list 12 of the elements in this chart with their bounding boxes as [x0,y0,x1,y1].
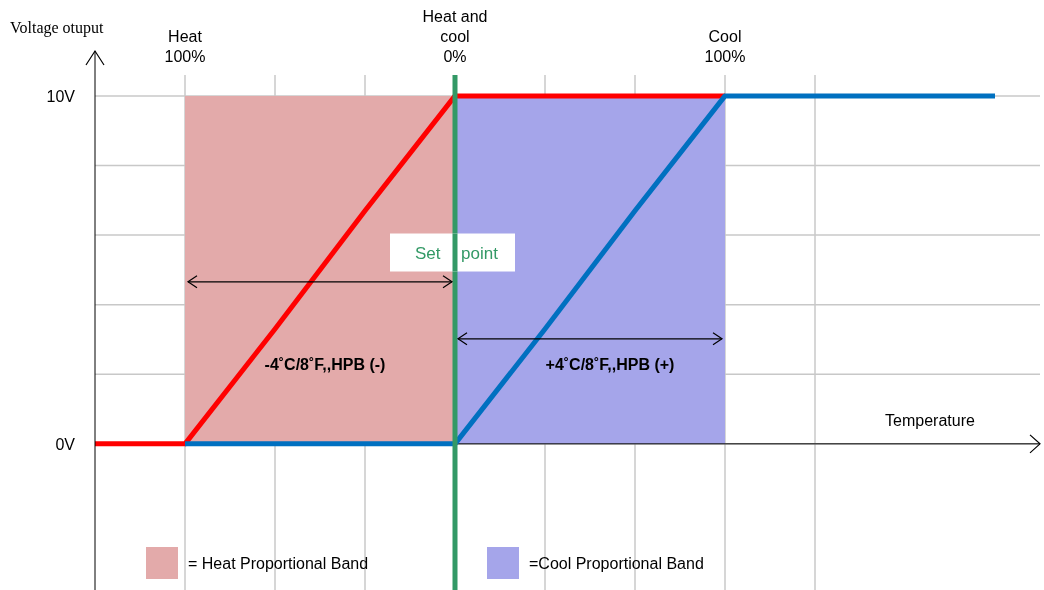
legend-label: =Cool Proportional Band [529,555,704,572]
legend-label: = Heat Proportional Band [188,555,369,572]
text: Set point [415,243,498,263]
y-tick-label: 0V [55,435,76,453]
x-tick-label: Cool 100% [704,28,746,65]
x-axis-title: Temperature [885,411,976,429]
annotation: +4˚C/8˚F,,HPB (+) [545,355,675,373]
x-tick-label: Heat and cool 0% [422,8,488,65]
annotation: -4˚C/8˚F,,HPB (-) [264,355,386,373]
y-axis-title: Voltage otuput [10,19,105,37]
y-tick-label: 10V [46,87,76,105]
x-tick-label: Heat 100% [164,28,206,65]
